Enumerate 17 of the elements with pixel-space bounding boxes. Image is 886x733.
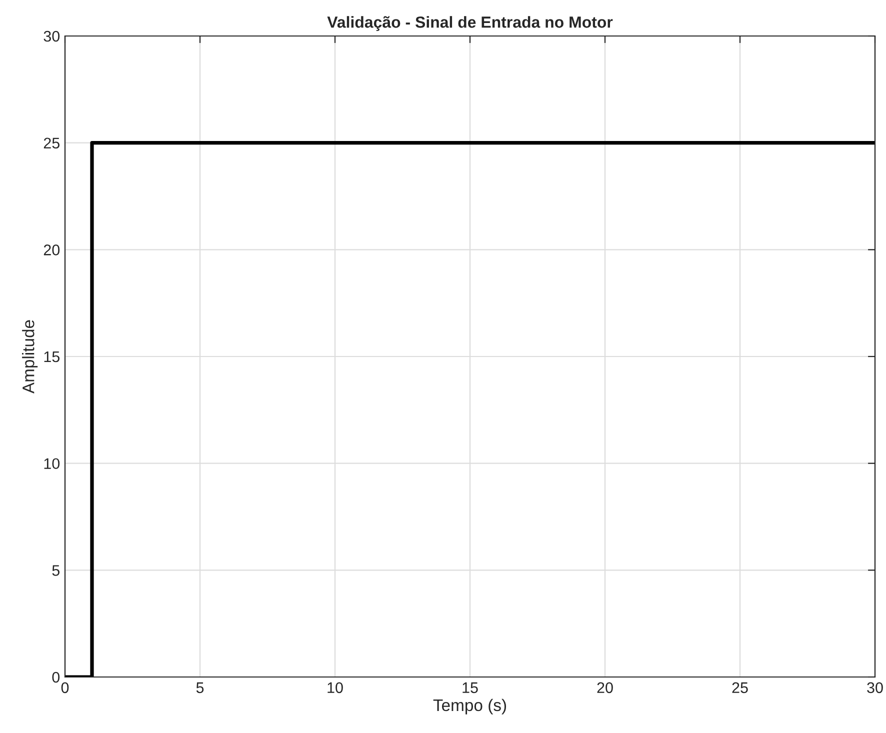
- y-tick-label: 15: [44, 352, 60, 362]
- y-tick-label: 30: [44, 30, 60, 42]
- y-tick-label: 10: [44, 458, 60, 470]
- y-tick-label: 20: [44, 244, 60, 256]
- x-tick-label: 10: [328, 682, 343, 694]
- y-tick-label: 5: [52, 565, 60, 576]
- x-tick-label: 20: [597, 682, 613, 694]
- x-tick-label: 0: [61, 682, 69, 694]
- chart-title: Validação - Sinal de Entrada no Motor: [327, 16, 613, 31]
- x-axis-title: Tempo (s): [433, 698, 506, 714]
- x-tick-label: 30: [867, 682, 883, 694]
- x-tick-label: 15: [462, 682, 478, 694]
- y-tick-label: 25: [44, 138, 60, 149]
- x-tick-label: 25: [732, 682, 748, 694]
- y-axis-title: Amplitude: [22, 320, 38, 394]
- x-tick-label: 5: [196, 682, 204, 694]
- y-tick-label: 0: [52, 672, 60, 683]
